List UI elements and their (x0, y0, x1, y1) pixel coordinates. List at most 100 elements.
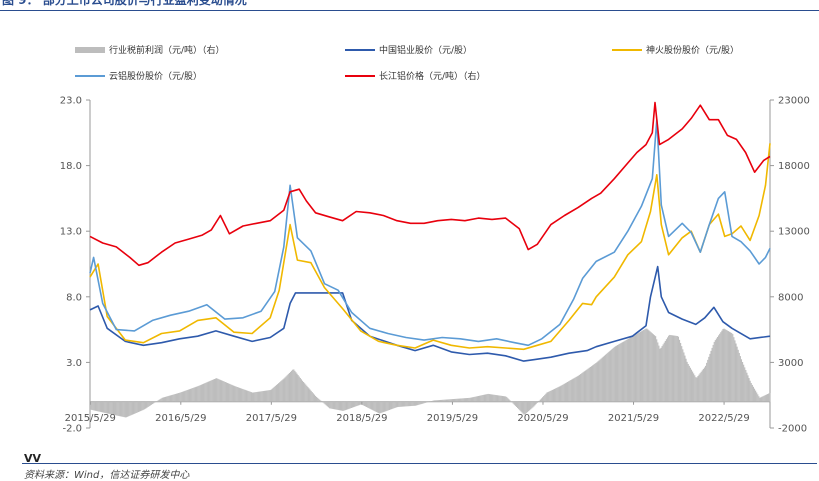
profit-bar (695, 377, 696, 402)
profit-bar (542, 397, 543, 402)
profit-bar (743, 365, 744, 402)
profit-bar (382, 402, 383, 413)
profit-bar (351, 402, 352, 408)
profit-bar (721, 331, 722, 402)
profit-bar (353, 402, 354, 407)
profit-bar (714, 342, 715, 402)
profit-bar (487, 394, 488, 402)
profit-bar (501, 396, 502, 402)
profit-bar (233, 386, 234, 402)
profit-bar (637, 334, 638, 402)
profit-bar (451, 399, 452, 402)
profit-bar (574, 378, 575, 402)
profit-bar (387, 402, 388, 411)
profit-bar (521, 402, 522, 413)
x-tick-label: 2017/5/29 (246, 413, 297, 424)
profit-bar (170, 395, 171, 402)
x-tick-label: 2015/5/29 (65, 413, 116, 424)
profit-bar (228, 383, 229, 401)
profit-bar (623, 341, 624, 401)
profit-bar (318, 399, 319, 402)
profit-bar (284, 377, 285, 401)
profit-bar (529, 402, 530, 411)
profit-bar (304, 383, 305, 401)
profit-bar (383, 402, 384, 412)
profit-bar (609, 351, 610, 402)
profit-bar (520, 402, 521, 412)
profit-bar (338, 402, 339, 410)
profit-bar (201, 385, 202, 402)
profit-bar (746, 373, 747, 402)
profit-bar (692, 372, 693, 402)
profit-bar (156, 401, 157, 402)
profit-bar (601, 358, 602, 401)
profit-bar (263, 391, 264, 402)
profit-bar (755, 391, 756, 402)
profit-bar (137, 402, 138, 413)
x-tick-label: 2018/5/29 (336, 413, 387, 424)
profit-bar (283, 378, 284, 401)
profit-bar (681, 346, 682, 402)
profit-bar (342, 402, 343, 411)
profit-bar (740, 356, 741, 402)
profit-bar (701, 372, 702, 402)
profit-bar (180, 392, 181, 401)
profit-bar (744, 367, 745, 401)
profit-bar (657, 342, 658, 401)
profit-bar (401, 402, 402, 407)
profit-bar (151, 402, 152, 405)
profit-bar (289, 373, 290, 402)
profit-bar (129, 402, 130, 416)
profit-bar (700, 373, 701, 402)
profit-bar (493, 395, 494, 402)
profit-bar (164, 397, 165, 402)
profit-bar (602, 358, 603, 402)
profit-bar (436, 400, 437, 401)
profit-bar (739, 353, 740, 402)
profit-bar (182, 392, 183, 402)
profit-bar (281, 380, 282, 401)
profit-bar (503, 396, 504, 402)
profit-bar (319, 400, 320, 402)
profit-bar (302, 381, 303, 402)
profit-bar (433, 400, 434, 401)
profit-bar (226, 382, 227, 401)
profit-bar (667, 337, 668, 401)
profit-bar (249, 391, 250, 401)
profit-bar (119, 402, 120, 416)
profit-bar (216, 378, 217, 402)
profit-bar (509, 400, 510, 401)
profit-bar (615, 346, 616, 401)
profit-bar (646, 329, 647, 402)
profit-bar (288, 374, 289, 402)
profit-bar (533, 402, 534, 407)
left-tick-label: 8.0 (66, 292, 82, 303)
profit-bar (706, 363, 707, 402)
profit-bar (507, 398, 508, 402)
profit-bar (215, 379, 216, 402)
profit-bar (326, 402, 327, 406)
profit-bar (654, 335, 655, 402)
profit-bar (414, 402, 415, 406)
profit-bar (595, 363, 596, 402)
profit-bar (722, 329, 723, 402)
profit-bar (135, 402, 136, 414)
profit-bar (632, 336, 633, 401)
profit-bar (497, 395, 498, 401)
profit-bar (388, 402, 389, 411)
profit-bar (221, 381, 222, 402)
profit-bar (688, 364, 689, 402)
left-tick-label: 13.0 (60, 227, 82, 238)
profit-bar (442, 400, 443, 402)
profit-bar (708, 357, 709, 402)
profit-bar (570, 380, 571, 402)
profit-bar (596, 362, 597, 402)
profit-bar (655, 336, 656, 402)
profit-bar (154, 402, 155, 403)
profit-bar (328, 402, 329, 408)
profit-bar (378, 402, 379, 413)
profit-bar (280, 381, 281, 401)
profit-bar (294, 371, 295, 402)
profit-bar (454, 399, 455, 402)
profit-bar (202, 384, 203, 402)
